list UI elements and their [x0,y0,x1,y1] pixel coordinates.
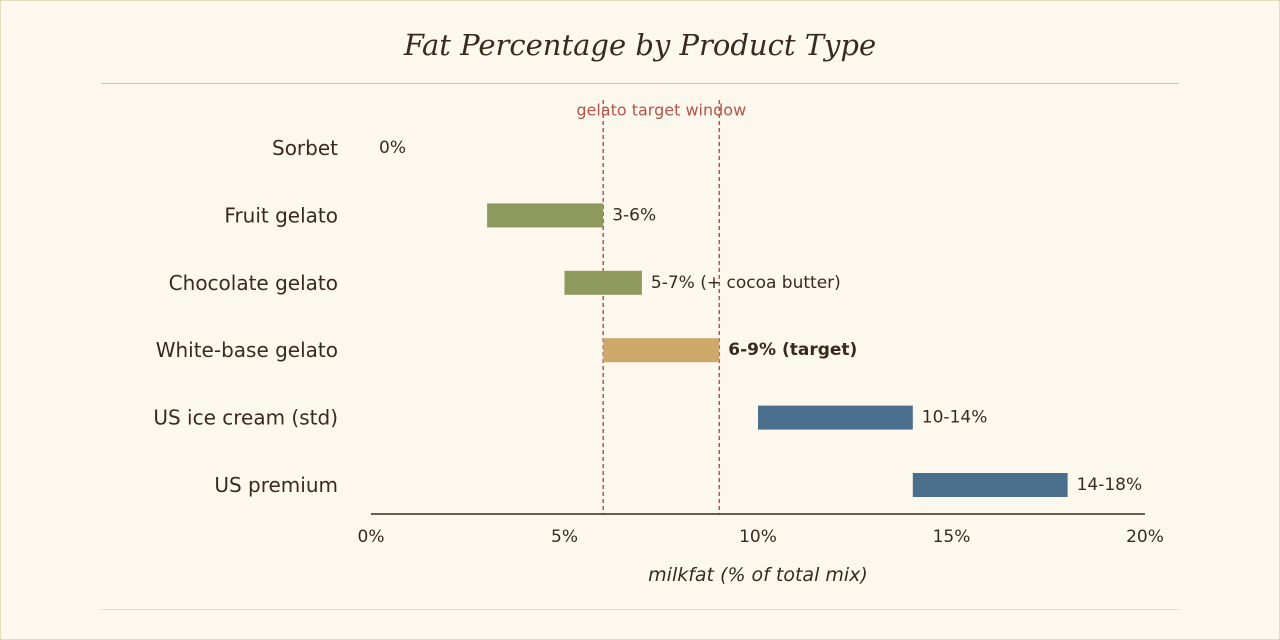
x-axis-title: milkfat (% of total mix) [648,564,868,586]
labels: Sorbet 0% Fruit gelato 3-6% Chocolate gelato… [153,136,1142,497]
x-tick-label: 15% [933,527,971,547]
x-tick-label: 0% [358,527,385,547]
target-window-label: gelato target window [576,101,746,120]
bars [487,203,1068,497]
chart-title: Fat Percentage by Product Type [403,28,877,62]
data-label: 14-18% [1077,475,1143,495]
range-bar [603,338,720,363]
data-label: 10-14% [922,408,988,428]
data-label: 6-9% (target) [728,340,857,360]
category-label: US premium [214,473,338,497]
x-axis: 0% 5% 10% 15% 20% milkfat (% of total mix) [358,513,1164,586]
target-window: gelato target window [576,100,746,514]
range-bar [564,270,642,295]
x-tick-label: 20% [1126,527,1164,547]
data-label: 0% [379,138,406,158]
title-divider [101,83,1179,84]
category-label: White-base gelato [156,338,338,362]
data-label: 5-7% (+ cocoa butter) [651,273,841,293]
bottom-divider [101,609,1179,610]
range-bar [758,405,913,430]
x-tick-label: 10% [739,527,777,547]
range-bar [487,203,604,228]
category-label: Fruit gelato [224,203,338,227]
x-tick-label: 5% [551,527,578,547]
range-bar [912,473,1068,497]
category-label: Chocolate gelato [169,271,338,295]
category-label: US ice cream (std) [153,406,338,430]
category-label: Sorbet [272,136,338,160]
data-label: 3-6% [612,205,656,225]
